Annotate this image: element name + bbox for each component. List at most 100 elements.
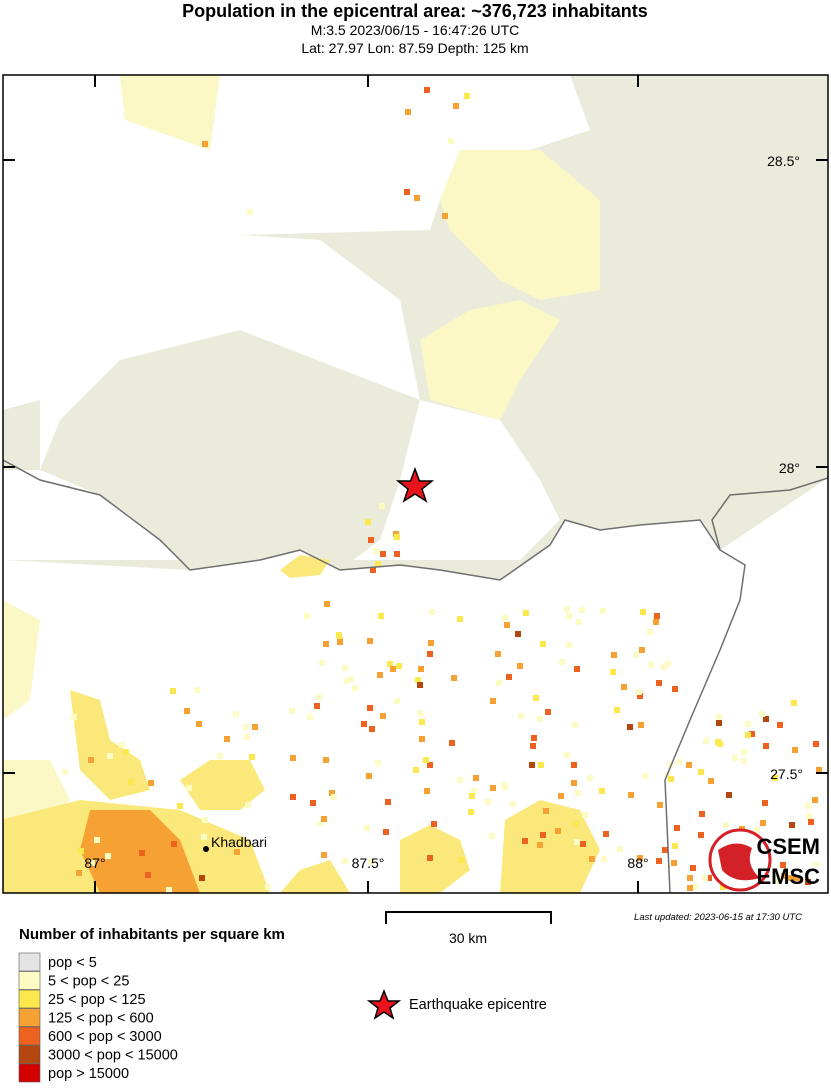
population-cell <box>396 663 402 669</box>
legend-swatch <box>18 952 41 972</box>
population-cell <box>674 825 680 831</box>
terrain <box>40 330 420 570</box>
population-cell <box>289 708 295 714</box>
population-cell <box>545 709 551 715</box>
population-cell <box>574 666 580 672</box>
population-cell <box>763 743 769 749</box>
population-cell <box>495 651 501 657</box>
population-cell <box>323 757 329 763</box>
population-cell <box>686 762 692 768</box>
population-cell <box>424 788 430 794</box>
population-cell <box>789 822 795 828</box>
population-cell <box>627 724 633 730</box>
population-cell <box>375 561 381 567</box>
population-cell <box>324 601 330 607</box>
population-cell <box>177 803 183 809</box>
population-cell <box>489 833 495 839</box>
population-cell <box>621 684 627 690</box>
population-cell <box>140 822 146 828</box>
population-cell <box>367 638 373 644</box>
population-cell <box>88 757 94 763</box>
population-cell <box>716 714 722 720</box>
population-cell <box>576 619 582 625</box>
population-cell <box>469 793 475 799</box>
population-cell <box>648 662 654 668</box>
population-cell <box>687 885 693 891</box>
population-cell <box>781 873 787 879</box>
legend-label: 25 < pop < 125 <box>48 992 146 1008</box>
population-cell <box>62 769 68 775</box>
population-cell <box>364 825 370 831</box>
population-cell <box>370 567 376 573</box>
title: Population in the epicentral area: ~376,… <box>182 1 648 21</box>
low-pop-area <box>3 75 590 410</box>
population-cell <box>244 734 250 740</box>
population-cell <box>706 875 712 881</box>
population-cell <box>331 794 337 800</box>
population-cell <box>243 724 249 730</box>
population-cell <box>723 822 729 828</box>
population-cell <box>537 716 543 722</box>
population-cell <box>614 707 620 713</box>
population-cell <box>449 740 455 746</box>
population-cell <box>672 843 678 849</box>
population-cell <box>555 828 561 834</box>
population-cell <box>323 641 329 647</box>
population-cell <box>233 711 239 717</box>
legend-swatch <box>18 971 41 990</box>
population-cell <box>665 772 671 778</box>
population-cell <box>414 195 420 201</box>
population-cell <box>559 659 565 665</box>
population-cell <box>579 607 585 613</box>
population-cell <box>128 779 134 785</box>
population-cell <box>501 782 507 788</box>
population-cell <box>540 641 546 647</box>
population-cell <box>564 752 570 758</box>
population-cell <box>202 817 208 823</box>
population-cell <box>171 841 177 847</box>
population-cell <box>448 138 454 144</box>
pop-patch <box>400 825 470 893</box>
population-cell <box>405 109 411 115</box>
population-cell <box>540 832 546 838</box>
population-cell <box>813 861 819 867</box>
population-cell <box>543 808 549 814</box>
population-cell <box>457 777 463 783</box>
legend-swatch <box>18 1008 41 1027</box>
pop-patch <box>180 760 265 810</box>
population-cell <box>265 884 271 890</box>
scale-label: 30 km <box>449 930 487 946</box>
population-cell <box>361 721 367 727</box>
population-cell <box>715 739 721 745</box>
legend-label: 125 < pop < 600 <box>48 1011 154 1027</box>
population-cell <box>617 846 623 852</box>
pop-patch <box>70 690 150 800</box>
population-cell <box>760 820 766 826</box>
population-cell <box>453 103 459 109</box>
lat-label: 28° <box>779 460 800 476</box>
population-cell <box>662 847 668 853</box>
population-cell <box>458 857 464 863</box>
population-cell <box>749 731 755 737</box>
legend-label: pop > 15000 <box>48 1066 129 1082</box>
population-cell <box>380 551 386 557</box>
population-cell <box>314 703 320 709</box>
population-cell <box>428 640 434 646</box>
population-cell <box>642 773 648 779</box>
population-cell <box>119 742 125 748</box>
low-pop-area <box>665 478 828 893</box>
population-cell <box>290 755 296 761</box>
population-cell <box>76 870 82 876</box>
population-cell <box>504 622 510 628</box>
population-cell <box>672 686 678 692</box>
population-cell <box>759 711 765 717</box>
legend-star <box>366 988 402 1020</box>
population-cell <box>640 609 646 615</box>
population-cell <box>490 698 496 704</box>
population-cell <box>582 812 588 818</box>
population-cell <box>808 819 814 825</box>
population-cell <box>417 710 423 716</box>
border <box>3 459 746 893</box>
population-cell <box>89 860 95 866</box>
